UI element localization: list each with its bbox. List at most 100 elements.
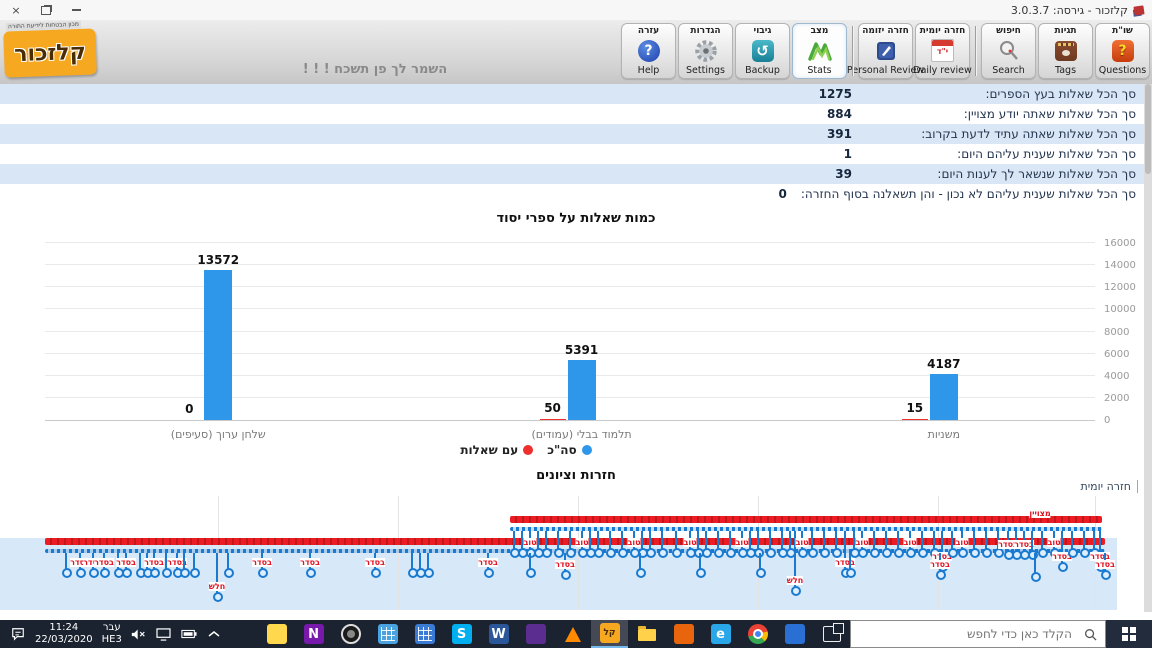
bar-value-label: 0 [185, 402, 194, 416]
taskbar-app-kalzechor[interactable]: קל [591, 620, 628, 648]
toolbar-button-daily-review[interactable]: חזרה יומית י"ד Daily review [913, 23, 972, 79]
stats-row: סך הכל שאלות שענית עליהם היום: 1 [0, 144, 1144, 164]
toolbar-divider [975, 26, 976, 76]
stats-mountain-icon [807, 41, 832, 61]
folder-icon [637, 624, 657, 644]
language-indicator[interactable]: עבר HE3 [101, 622, 122, 645]
grade-label: בסדר [478, 558, 498, 567]
taskbar-app-calculator[interactable] [369, 620, 406, 648]
toolbar-button-backup[interactable]: גיבוי ↺ Backup [735, 23, 790, 79]
stats-label: סך הכל שאלות שנשאר לך לענות היום: [937, 167, 1136, 181]
button-label-he: מצב [810, 26, 829, 36]
taskbar-app-skype[interactable]: S [443, 620, 480, 648]
vertical-scrollbar[interactable] [1144, 84, 1152, 612]
taskbar-app-file-explorer[interactable] [628, 620, 665, 648]
button-label-en: Tags [1054, 65, 1077, 76]
toolbar-button-settings[interactable]: הגדרות Settings [678, 23, 733, 79]
start-button[interactable] [1106, 620, 1152, 648]
stats-label: סך הכל שאלות שאתה יודע מצויין: [963, 107, 1136, 121]
restore-icon[interactable] [40, 4, 52, 16]
taskbar-app-internet-explorer[interactable]: e [702, 620, 739, 648]
button-label-he: חזרה יומית [919, 26, 966, 36]
toolbar-button-help[interactable]: עזרה? Help [621, 23, 676, 79]
skype-icon: S [451, 624, 472, 644]
grade-label: בסדר [998, 540, 1018, 549]
grade-label: בסדר [930, 560, 950, 569]
legend-item: עם שאלות [460, 443, 534, 457]
button-label-en: Search [992, 65, 1025, 76]
personal-review-icon [876, 41, 895, 60]
bar-value-label: 13572 [197, 252, 240, 267]
legend-dot-icon [581, 445, 592, 455]
timeline-right-label: חזרה יומית [1080, 480, 1138, 493]
toolbar-button-questions[interactable]: שו"ת? Questions [1095, 23, 1150, 79]
battery-icon[interactable] [181, 626, 197, 642]
legend-dot-icon [523, 445, 534, 455]
taskbar-clock[interactable]: 11:24 22/03/2020 [35, 622, 93, 646]
button-label-he: שו"ת [1112, 26, 1133, 36]
gridline [45, 352, 1095, 354]
monitor-app-icon [784, 624, 805, 644]
action-center-icon[interactable] [10, 626, 26, 642]
grade-label: טוב [575, 538, 589, 547]
grade-label: טוב [523, 538, 537, 547]
taskbar-app-vlc[interactable] [554, 620, 591, 648]
magnifier-icon [999, 40, 1018, 60]
tags-icon [1054, 40, 1077, 61]
taskbar-app-photos[interactable] [332, 620, 369, 648]
clock-date: 22/03/2020 [35, 634, 93, 645]
volume-muted-icon[interactable] [131, 626, 147, 642]
stats-row: סך הכל שאלות בעץ הספרים: 1275 [0, 84, 1144, 104]
button-label-en: Personal Review [846, 65, 925, 76]
grade-label: בסדר [144, 558, 164, 567]
taskbar-app-purple-app[interactable] [517, 620, 554, 648]
toolbar-button-personal-review[interactable]: חזרה יזומה Personal Review [847, 23, 924, 79]
taskbar-app-sticky-notes[interactable] [258, 620, 295, 648]
taskbar-app-grid-app[interactable] [406, 620, 443, 648]
close-icon[interactable]: × [11, 3, 21, 17]
button-label-he: חיפוש [996, 26, 1021, 36]
taskbar-app-onenote[interactable]: N [295, 620, 332, 648]
scrollbar-thumb[interactable] [1145, 84, 1151, 174]
button-label-en: Backup [745, 65, 780, 76]
bar-chart-plot: 13572 0 5391 50 4187 15 [45, 242, 1095, 421]
internet-explorer-icon: e [710, 624, 731, 644]
search-input[interactable] [851, 627, 1076, 641]
grade-label: טוב [735, 538, 749, 547]
review-track-bar [510, 516, 1102, 523]
grade-label: טוב [683, 538, 697, 547]
toolbar-button-tags[interactable]: תגיות Tags [1038, 23, 1093, 79]
y-axis-tick: 0 [1104, 415, 1111, 426]
taskbar-app-task-view[interactable] [813, 620, 850, 648]
taskbar-app-orange-app[interactable] [665, 620, 702, 648]
y-axis-tick: 6000 [1104, 348, 1130, 360]
toolbar-button-stats[interactable]: מצב Stats [792, 23, 847, 79]
button-label-he: הגדרות [690, 26, 721, 36]
backup-icon: ↺ [751, 39, 774, 62]
stats-label: סך הכל שאלות שענית עליהם היום: [957, 147, 1136, 161]
stats-row: סך הכל שאלות שאתה עתיד לדעת בקרוב: 391 [0, 124, 1144, 144]
button-label-he: עזרה [637, 26, 660, 36]
minimize-icon[interactable] [70, 4, 82, 16]
review-dot-line [510, 527, 1102, 531]
chevron-up-icon[interactable] [206, 626, 222, 642]
stats-value: 1275 [818, 87, 852, 101]
photos-icon [340, 624, 361, 644]
grade-label: בסדר [1014, 540, 1034, 549]
stats-value: 391 [826, 127, 852, 141]
grade-label: בסדר [365, 558, 385, 567]
toolbar-button-search[interactable]: חיפוש Search [981, 23, 1036, 79]
y-axis-tick: 14000 [1104, 260, 1136, 272]
taskbar-apps: e קל W S N [258, 620, 850, 648]
grade-label: בסדר [555, 560, 575, 569]
stats-value: 884 [826, 107, 852, 121]
bar-value-label: 50 [544, 400, 561, 415]
taskbar-app-word[interactable]: W [480, 620, 517, 648]
stats-summary-table: סך הכל שאלות בעץ הספרים: 1275 סך הכל שאלות… [0, 84, 1144, 204]
stats-row: סך הכל שאלות שאתה יודע מצויין: 884 [0, 104, 1144, 124]
network-icon[interactable] [156, 626, 172, 642]
grade-label: מצויין [1029, 509, 1051, 518]
taskbar-app-monitor-app[interactable] [776, 620, 813, 648]
grade-label: חלש [786, 576, 804, 585]
taskbar-app-chrome[interactable] [739, 620, 776, 648]
